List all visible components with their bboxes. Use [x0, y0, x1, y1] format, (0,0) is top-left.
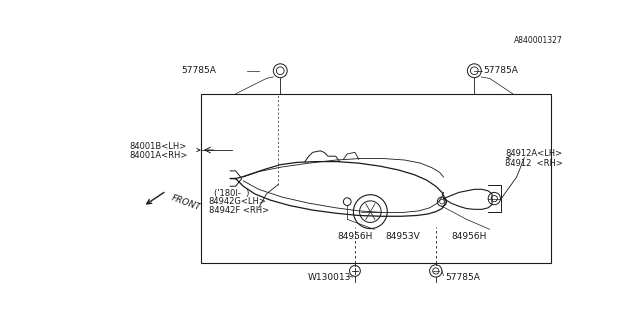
Text: 84942G<LH>: 84942G<LH> — [209, 197, 266, 206]
Text: 84942F <RH>: 84942F <RH> — [209, 206, 269, 215]
Text: 84001B<LH>: 84001B<LH> — [129, 142, 187, 151]
Text: 84912  <RH>: 84912 <RH> — [505, 159, 563, 168]
Text: A840001327: A840001327 — [514, 36, 563, 44]
Text: ('180I-  ): ('180I- ) — [214, 189, 250, 198]
Text: 84956H: 84956H — [451, 232, 486, 241]
Text: 84001A<RH>: 84001A<RH> — [129, 151, 188, 160]
Text: FRONT: FRONT — [170, 193, 202, 212]
Text: 57785A: 57785A — [445, 273, 480, 282]
Text: 57785A: 57785A — [182, 66, 216, 75]
Bar — [201, 94, 551, 263]
Text: W130013: W130013 — [308, 273, 351, 282]
Text: 84953V: 84953V — [386, 232, 420, 241]
Text: 84912A<LH>: 84912A<LH> — [505, 149, 562, 158]
Text: 57785A: 57785A — [484, 66, 518, 75]
Text: 84956H: 84956H — [337, 232, 372, 241]
